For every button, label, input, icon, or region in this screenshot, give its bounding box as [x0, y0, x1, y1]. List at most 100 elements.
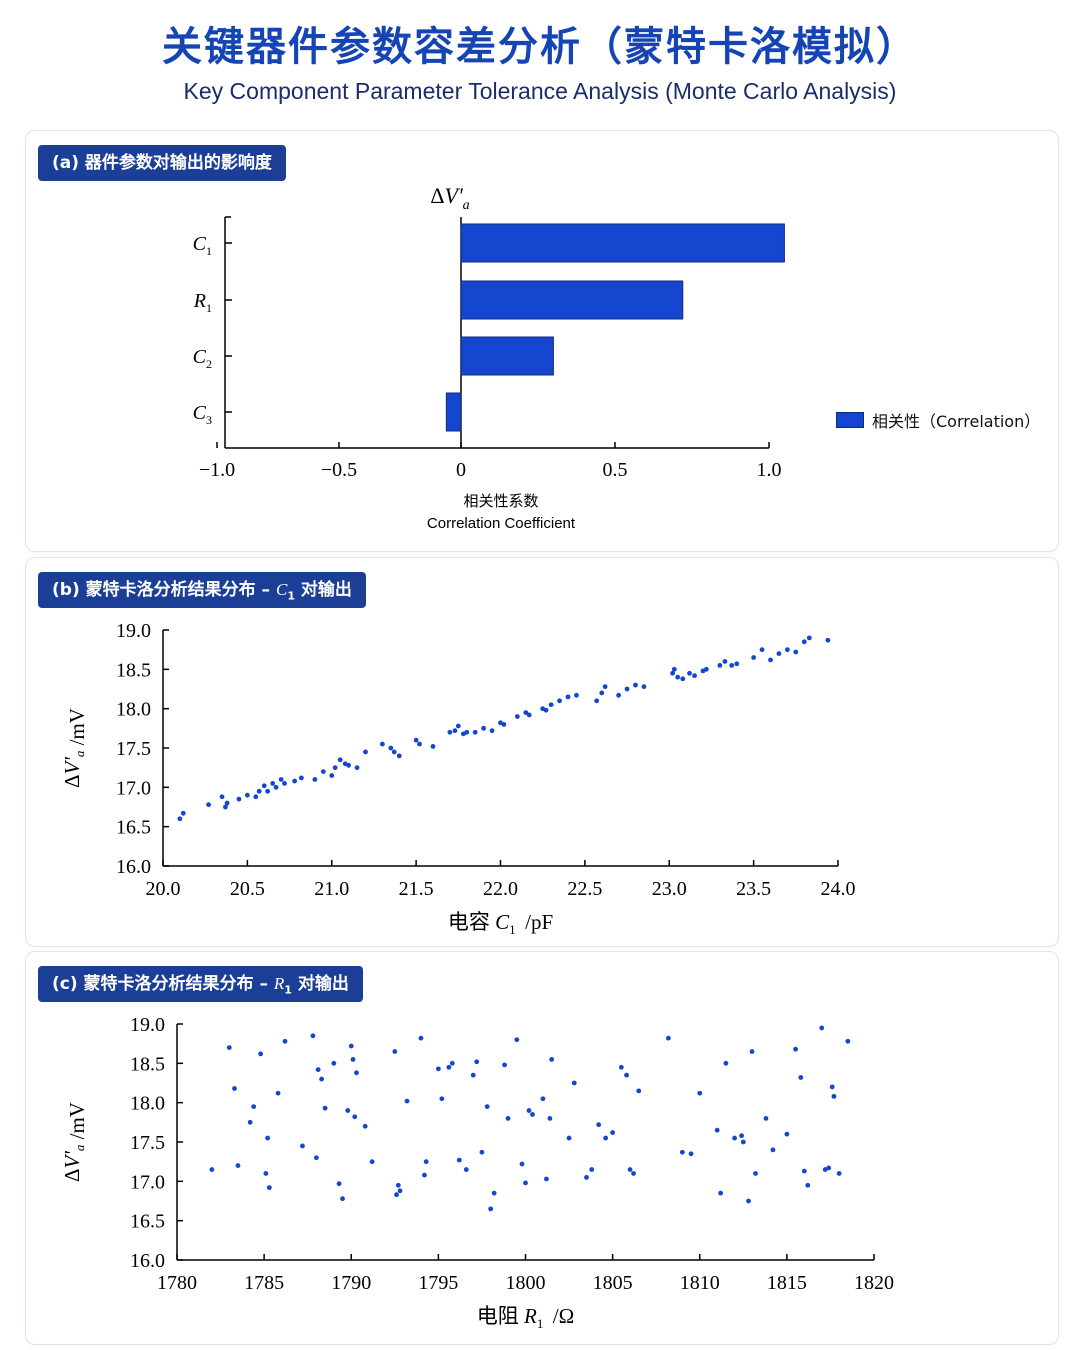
- data-point: [180, 810, 186, 816]
- y-tick-label: 16.5: [116, 817, 151, 839]
- x-tick-label: 20.0: [146, 878, 181, 900]
- y-tick-label: 16.0: [116, 856, 151, 878]
- data-point: [501, 722, 507, 727]
- correlation-bar-chart: ΔV'a C1 R1 C2 C3 −1.0 −0.5 0 0.5 1.0 相关性系数 Correlat…: [193, 183, 785, 532]
- data-point: [263, 1171, 269, 1176]
- data-point: [502, 1062, 507, 1068]
- data-point: [603, 1135, 609, 1141]
- x-tick-label: 1.0: [757, 459, 782, 481]
- data-point: [624, 1072, 629, 1078]
- c1-scatter-chart: 16.0 16.5 17.0 17.5 18.0 18.5 19.0 20.0 20.5 21.0…: [60, 620, 856, 937]
- page-subtitle: Key Component Parameter Tolerance Analys…: [183, 78, 897, 104]
- data-point: [633, 682, 638, 688]
- panel-c-tag-symbol: R: [273, 974, 285, 993]
- y-tick-label: 19.0: [130, 1014, 165, 1036]
- data-point: [332, 765, 338, 771]
- data-point: [491, 1190, 497, 1196]
- data-point: [599, 690, 605, 696]
- data-point: [379, 741, 385, 747]
- data-point: [446, 1064, 452, 1070]
- panel-correlation: (a) 器件参数对输出的影响度 ΔV'a C1 R1 C2 C3 −1.0 −0.5 0 0.5…: [25, 130, 1059, 552]
- chart-title: ΔV'a: [430, 183, 469, 213]
- data-point: [439, 1096, 445, 1102]
- data-point: [315, 1067, 321, 1073]
- panel-c-tag: (c) 蒙特卡洛分析结果分布 – R1 对输出: [38, 966, 363, 1002]
- data-point: [391, 749, 397, 755]
- data-point: [282, 1038, 288, 1044]
- data-point: [819, 1025, 825, 1031]
- panel-c-tag-suffix: 对输出: [291, 974, 349, 994]
- panel-b-tag: (b) 蒙特卡洛分析结果分布 – C1 对输出: [38, 572, 366, 608]
- data-point: [226, 1045, 232, 1050]
- data-point: [177, 816, 183, 822]
- data-point: [749, 1049, 755, 1054]
- data-point: [753, 1171, 758, 1176]
- data-point: [270, 781, 276, 786]
- x-tick-label: 24.0: [821, 878, 856, 900]
- data-point: [770, 1147, 776, 1153]
- data-point: [805, 1182, 811, 1188]
- data-point: [759, 647, 765, 653]
- x-tick-label: 22.0: [483, 878, 518, 900]
- data-point: [258, 1051, 264, 1057]
- data-point: [514, 1037, 520, 1043]
- data-point: [394, 1192, 399, 1198]
- data-point: [825, 637, 831, 643]
- data-point: [456, 1157, 462, 1163]
- data-point: [589, 1167, 595, 1172]
- x-tick-label: 0.5: [603, 459, 628, 481]
- data-point: [631, 1171, 636, 1176]
- data-point: [836, 1171, 842, 1176]
- data-point: [396, 753, 402, 759]
- data-point: [447, 729, 453, 735]
- x-tick-label: 1815: [767, 1272, 807, 1294]
- data-point: [618, 1064, 624, 1070]
- data-point: [362, 1123, 368, 1129]
- data-point: [602, 684, 608, 690]
- bar: [445, 392, 462, 432]
- data-point: [547, 1116, 553, 1121]
- x-tick-label: 23.0: [652, 878, 687, 900]
- panel-c-tag-prefix: (c) 蒙特卡洛分析结果分布 –: [52, 974, 274, 994]
- data-point: [209, 1167, 215, 1172]
- x-tick-label: 1805: [593, 1272, 633, 1294]
- data-point: [275, 1090, 281, 1096]
- data-point: [310, 1033, 316, 1039]
- data-point: [526, 1108, 532, 1113]
- data-point: [329, 773, 335, 778]
- data-point: [624, 686, 630, 692]
- y-tick-label: 17.0: [116, 777, 151, 799]
- data-point: [793, 649, 799, 655]
- data-point: [763, 1116, 769, 1121]
- data-point: [224, 800, 230, 806]
- data-point: [729, 663, 735, 668]
- panel-c-tag-subscript: 1: [284, 983, 292, 997]
- data-point: [722, 659, 728, 664]
- data-point: [278, 777, 284, 782]
- data-point: [544, 1176, 549, 1182]
- x-tick-label: −1.0: [199, 459, 235, 481]
- x-axis-label: 相关性系数: [463, 492, 538, 510]
- y-tick-label: 17.5: [130, 1132, 165, 1154]
- data-point: [734, 661, 740, 667]
- legend-swatch: [836, 412, 864, 428]
- data-point: [452, 728, 458, 734]
- data-point: [388, 745, 394, 751]
- panel-b-tag-subscript: 1: [287, 589, 295, 603]
- x-axis-label-en: Correlation Coefficient: [427, 515, 576, 532]
- data-point: [417, 741, 422, 747]
- data-point: [549, 1057, 555, 1062]
- data-point: [692, 673, 697, 679]
- panel-b-tag-symbol: C: [275, 580, 288, 599]
- data-point: [697, 1090, 703, 1096]
- data-point: [505, 1116, 511, 1121]
- data-point: [636, 1088, 642, 1094]
- y-tick-label: 16.5: [130, 1211, 165, 1233]
- data-point: [354, 765, 360, 771]
- data-point: [784, 647, 790, 653]
- data-point: [354, 1070, 359, 1076]
- data-point: [350, 1057, 356, 1062]
- data-point: [801, 639, 807, 645]
- data-point: [574, 692, 579, 698]
- data-point: [703, 666, 709, 672]
